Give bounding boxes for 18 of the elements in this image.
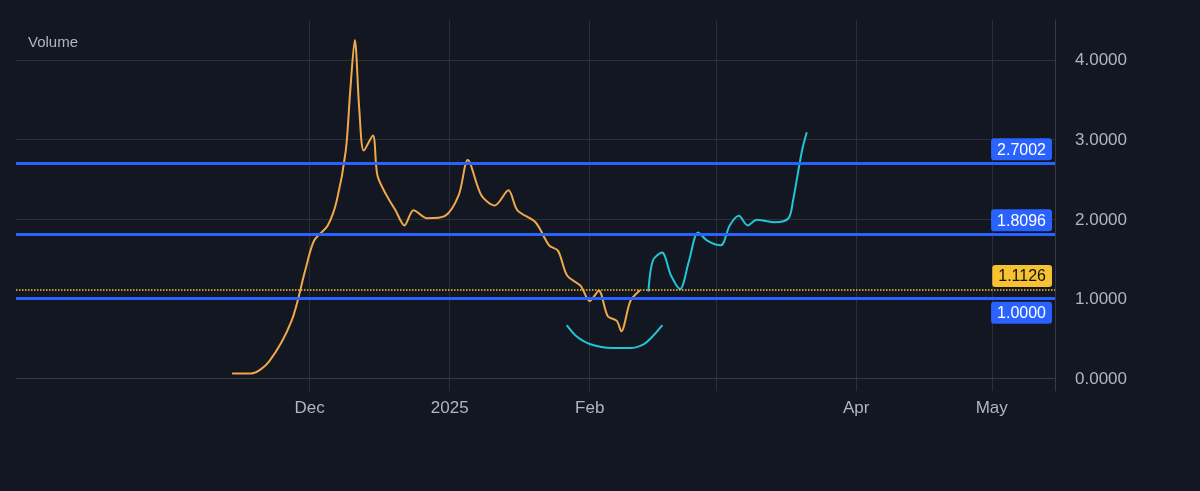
y-tick-label: 2.0000 — [1075, 209, 1127, 229]
ref-line-label: 1.1126 — [998, 267, 1047, 285]
line-series — [647, 132, 808, 292]
y-tick-label: 4.0000 — [1075, 50, 1127, 70]
ref-line-label: 1.8096 — [997, 211, 1047, 229]
x-tick-label: 2025 — [430, 398, 469, 417]
line-series — [566, 324, 663, 350]
x-tick-label: Apr — [843, 398, 870, 417]
y-tick-label: 0.0000 — [1075, 368, 1127, 388]
y-tick-label: 3.0000 — [1075, 129, 1127, 149]
x-tick-label: Feb — [575, 398, 605, 417]
y-tick-label: 1.0000 — [1075, 289, 1127, 309]
x-tick-label: Dec — [294, 398, 326, 417]
line-series — [231, 38, 641, 375]
x-tick-label: May — [975, 398, 1009, 417]
ref-line-label: 2.7002 — [997, 140, 1047, 158]
ref-line-label: 1.0000 — [997, 304, 1047, 322]
annotation: Volume — [28, 33, 79, 50]
